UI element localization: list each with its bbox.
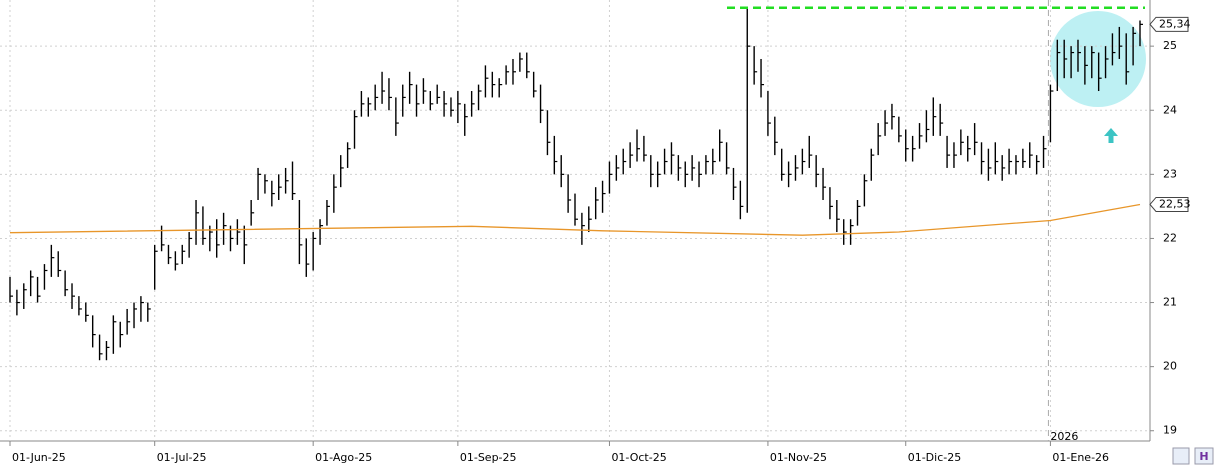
y-tick-label: 22 xyxy=(1163,231,1177,244)
last-value-label: 25,34 xyxy=(1159,17,1191,30)
x-tick-label: 01-Jun-25 xyxy=(12,451,66,464)
x-tick-label: 01-Jul-25 xyxy=(157,451,207,464)
x-tick-label: 01-Oct-25 xyxy=(611,451,666,464)
x-tick-label: 01-Dic-25 xyxy=(908,451,962,464)
y-tick-label: 24 xyxy=(1163,103,1177,116)
y-tick-label: 19 xyxy=(1163,424,1177,437)
y-tick-label: 23 xyxy=(1163,167,1177,180)
save-icon[interactable]: H xyxy=(1199,450,1208,463)
x-tick-label: 01-Ene-26 xyxy=(1052,451,1109,464)
zoom-button[interactable] xyxy=(1172,447,1190,465)
x-tick-label: 01-Sep-25 xyxy=(460,451,517,464)
grid-layer xyxy=(0,0,1150,441)
save-button[interactable] xyxy=(1194,447,1214,465)
last-value-label: 22,53 xyxy=(1159,197,1191,210)
arrow-up xyxy=(1104,128,1118,143)
y-tick-label: 21 xyxy=(1163,296,1177,309)
x-tick-label: 01-Ago-25 xyxy=(315,451,372,464)
year-marker: 2026 xyxy=(1050,430,1078,443)
moving-average xyxy=(9,203,1141,236)
y-tick-label: 25 xyxy=(1163,39,1177,52)
x-tick-label: 01-Nov-25 xyxy=(770,451,827,464)
marks-layer xyxy=(9,6,1145,361)
y-tick-label: 20 xyxy=(1163,360,1177,373)
last-value-pointer xyxy=(1149,196,1189,212)
last-value-pointer xyxy=(1149,16,1189,32)
